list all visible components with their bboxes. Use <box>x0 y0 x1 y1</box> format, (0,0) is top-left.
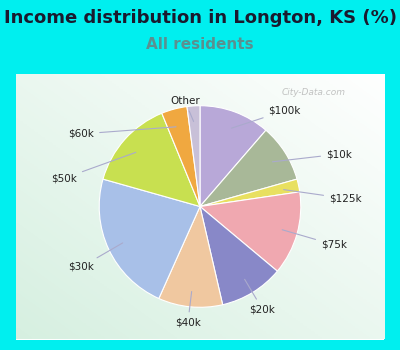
Text: $10k: $10k <box>272 149 352 162</box>
Text: City-Data.com: City-Data.com <box>281 88 345 97</box>
Text: $100k: $100k <box>232 106 301 128</box>
Text: Income distribution in Longton, KS (%): Income distribution in Longton, KS (%) <box>4 9 396 27</box>
Wedge shape <box>187 106 200 206</box>
Wedge shape <box>99 179 200 299</box>
Wedge shape <box>200 106 266 206</box>
Text: Other: Other <box>170 96 200 121</box>
Wedge shape <box>200 192 301 271</box>
Text: $125k: $125k <box>284 190 362 203</box>
Text: $75k: $75k <box>282 230 347 250</box>
Text: $40k: $40k <box>175 292 201 327</box>
Wedge shape <box>162 106 200 206</box>
Wedge shape <box>200 206 277 305</box>
Text: $30k: $30k <box>68 243 123 272</box>
Text: $60k: $60k <box>68 127 176 139</box>
Wedge shape <box>200 130 297 206</box>
Wedge shape <box>200 179 300 206</box>
Wedge shape <box>159 206 223 307</box>
Text: $20k: $20k <box>245 279 276 314</box>
Text: $50k: $50k <box>51 152 136 183</box>
Wedge shape <box>103 113 200 206</box>
Text: All residents: All residents <box>146 37 254 52</box>
